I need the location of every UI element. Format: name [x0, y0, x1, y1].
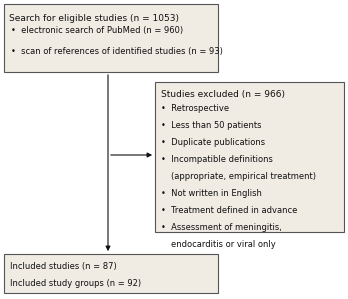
Bar: [155, 82, 344, 232]
Text: •  Not written in English: • Not written in English: [161, 189, 262, 198]
Text: Studies excluded (n = 966): Studies excluded (n = 966): [161, 90, 285, 99]
Text: •  Incompatible definitions: • Incompatible definitions: [161, 155, 273, 164]
Text: endocarditis or viral only: endocarditis or viral only: [171, 240, 276, 249]
Text: •  Retrospective: • Retrospective: [161, 104, 229, 113]
Text: •  Treatment defined in advance: • Treatment defined in advance: [161, 206, 298, 215]
Text: •  Less than 50 patients: • Less than 50 patients: [161, 121, 261, 130]
Bar: [4, 4, 218, 72]
Text: •  scan of references of identified studies (n = 93): • scan of references of identified studi…: [11, 47, 223, 56]
Text: Included studies (n = 87): Included studies (n = 87): [10, 262, 117, 271]
Bar: [4, 254, 218, 293]
Text: (appropriate, empirical treatment): (appropriate, empirical treatment): [171, 172, 316, 181]
Text: •  Assessment of meningitis,: • Assessment of meningitis,: [161, 223, 282, 232]
Text: Included study groups (n = 92): Included study groups (n = 92): [10, 279, 141, 288]
Text: •  electronic search of PubMed (n = 960): • electronic search of PubMed (n = 960): [11, 26, 183, 35]
Text: Search for eligible studies (n = 1053): Search for eligible studies (n = 1053): [9, 14, 179, 23]
Text: •  Duplicate publications: • Duplicate publications: [161, 138, 265, 147]
